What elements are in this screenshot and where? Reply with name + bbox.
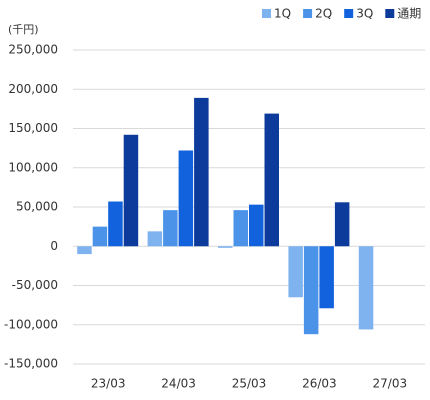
unit-label: (千円) (8, 23, 39, 36)
y-tick-label: 0 (50, 239, 58, 253)
bar (319, 246, 334, 309)
legend-swatch (303, 9, 313, 18)
bar (92, 226, 108, 247)
bar (147, 231, 163, 247)
legend-label: 2Q (315, 7, 332, 21)
bar (108, 201, 123, 247)
x-tick-label: 25/03 (232, 377, 267, 391)
legend-label: 通期 (397, 7, 421, 21)
y-tick-label: -100,000 (4, 317, 58, 331)
x-tick-label: 24/03 (161, 377, 196, 391)
legend-label: 1Q (274, 7, 291, 21)
bar (77, 246, 92, 255)
x-tick-label: 23/03 (91, 377, 126, 391)
bar (233, 210, 248, 247)
legend-swatch (385, 9, 395, 18)
legend-swatch (344, 9, 354, 18)
bar (249, 204, 264, 247)
y-tick-label: -50,000 (12, 278, 58, 292)
bar (218, 246, 233, 248)
bar (163, 210, 178, 247)
bar (334, 202, 350, 247)
y-tick-label: 100,000 (8, 160, 58, 174)
bar (288, 246, 303, 298)
bar (194, 97, 209, 247)
legend-label: 3Q (356, 7, 373, 21)
bar (264, 113, 279, 247)
y-tick-label: 200,000 (8, 82, 58, 96)
y-tick-label: 250,000 (8, 43, 58, 57)
bar (178, 150, 194, 247)
bar (123, 134, 139, 247)
bar (358, 246, 374, 330)
y-tick-label: -150,000 (4, 357, 58, 371)
x-tick-label: 27/03 (373, 377, 408, 391)
x-tick-label: 26/03 (302, 377, 337, 391)
legend-swatch (262, 9, 271, 18)
bar (303, 246, 319, 335)
y-tick-label: 150,000 (8, 121, 58, 135)
y-tick-label: 50,000 (16, 200, 58, 214)
